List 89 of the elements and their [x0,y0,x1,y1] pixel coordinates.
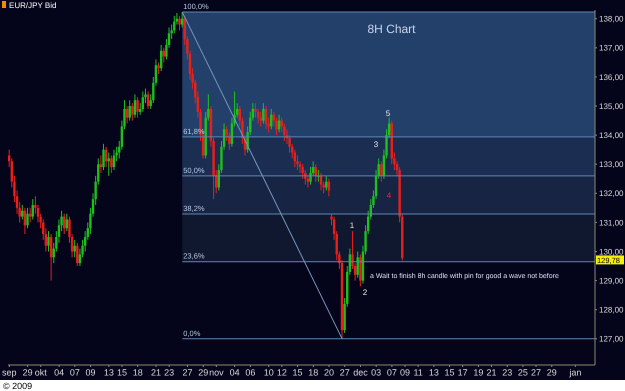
x-tick-label: 10 [264,367,274,378]
chart-subtitle: EUR/JPY Bid [9,1,56,10]
x-tick-label: 23 [502,367,512,378]
candlestick [110,154,113,174]
candlestick [262,102,265,124]
x-tick-label: 21 [151,367,162,378]
x-tick-label: 13 [104,367,114,378]
x-tick-label: 25 [518,367,528,378]
candlestick [314,164,317,182]
candlestick [270,108,272,130]
x-tick-label: 27 [531,367,542,378]
candlestick [28,207,32,223]
candlestick [131,102,134,122]
x-tick-label: 23 [164,367,174,378]
candlestick [24,207,26,235]
candlestick [142,90,144,112]
text: © 2009 [3,381,32,391]
annotation: 1 [350,221,355,230]
annotation: 2 [362,288,368,297]
x-tick-label: 15 [292,367,303,378]
candlestick [50,234,52,282]
x-tick-label: 19 [473,367,484,378]
x-tick-label: 20 [324,367,334,378]
candlestick [328,178,330,197]
candlestick [136,96,139,118]
candlestick [380,160,382,182]
candlestick [104,146,108,168]
candlestick [260,111,262,127]
candlestick [21,204,24,220]
candlestick [128,100,131,122]
candlestick [325,175,328,191]
x-tick-label: 11 [413,367,423,378]
x-tick-label: 07 [70,367,80,378]
candlestick [278,114,280,133]
x-tick-label: 17 [458,367,468,378]
x-tick-label: 27 [340,367,350,378]
candlestick [126,106,128,124]
x-tick-label: 29 [546,367,557,378]
candlestick [108,152,110,176]
x-tick-label: 18 [132,367,143,378]
y-tick-label: 138,00 [599,14,624,24]
x-tick-label: okt [34,367,48,378]
x-tick-label: 04 [54,367,64,378]
text: 8H Chart [367,22,416,36]
x-tick-label: jan [568,367,582,378]
x-tick-label: 04 [230,367,240,378]
x-tick-label: 29 [22,367,33,378]
x-tick-label: 18 [308,367,318,378]
x-tick-label: 07 [386,367,397,378]
y-tick-label: 130,00 [599,247,624,256]
y-tick-label: 137,00 [599,44,624,53]
annotation: 3 [374,140,379,149]
x-tick-label: nov [209,367,224,378]
candlestick [73,239,76,258]
candlestick [146,90,150,110]
candlestick [359,254,362,287]
candlestick [63,213,66,235]
y-tick-label: 136,00 [599,72,624,82]
x-tick-label: 27 [182,367,193,378]
y-tick-label: 133,00 [599,160,624,170]
x-tick-label: 15 [444,367,455,378]
x-tick-label: 29 [198,367,208,378]
annotation: 4 [386,191,392,200]
candlestick [356,251,359,278]
annotation: 5 [386,109,391,118]
y-tick-label: 132,00 [599,189,624,198]
x-tick-label: 06 [245,367,256,378]
candlestick [162,47,165,63]
x-tick-label: 03 [371,367,382,378]
y-tick-label: 135,00 [599,102,624,111]
x-tick-label: 15 [116,367,127,378]
candlestick [66,213,68,232]
candlestick [180,12,184,28]
y-tick-label: 127,00 [599,334,624,344]
x-tick-label: 13 [428,367,439,378]
x-tick-label: 09 [86,367,96,378]
y-tick-label: 128,00 [599,306,624,315]
x-tick-label: dec [353,367,368,378]
candlestick [32,198,34,220]
x-tick-label: 21 [486,367,496,378]
candlestick [100,154,102,174]
y-tick-label: 129,00 [599,276,624,286]
x-tick-label: 12 [276,367,287,378]
candlestick [160,44,162,72]
x-tick-label: sep [2,367,17,378]
x-tick-label: 09 [400,367,410,378]
y-tick-label: 134,00 [599,130,624,140]
y-tick-label: 131,00 [599,218,624,228]
candlestick [76,242,79,267]
